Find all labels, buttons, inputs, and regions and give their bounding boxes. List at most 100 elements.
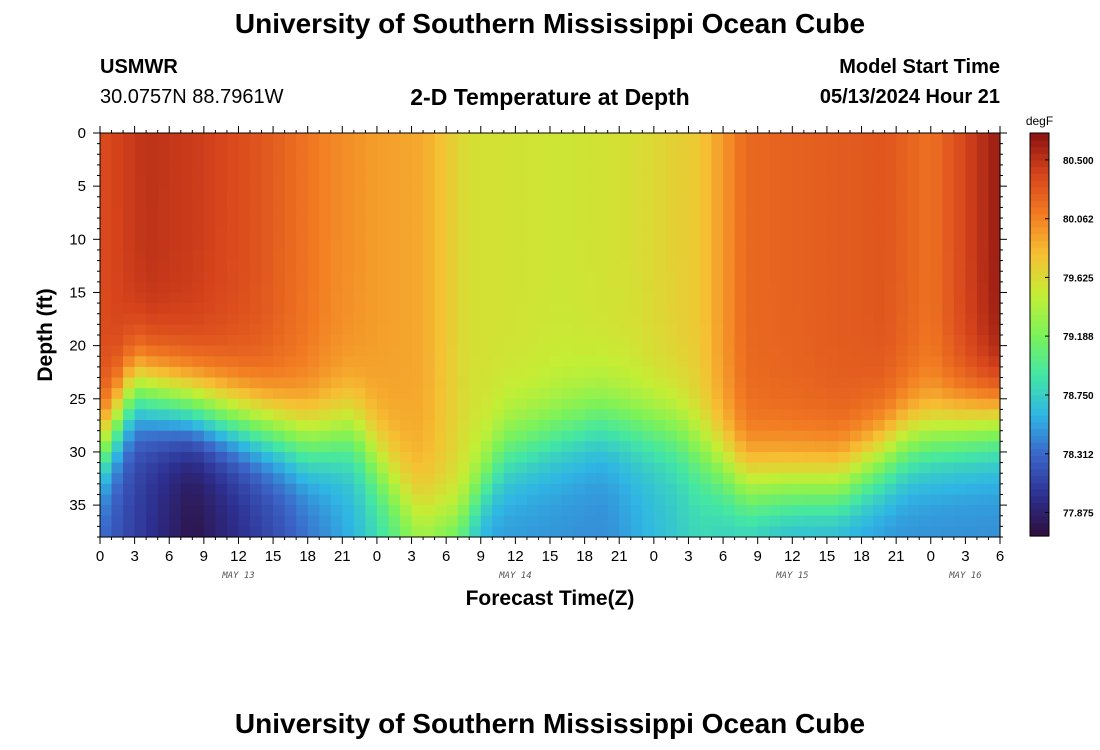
heatmap-cell [873, 271, 886, 283]
heatmap-cell [919, 313, 932, 325]
heatmap-cell [919, 430, 932, 442]
heatmap-cell [226, 335, 240, 347]
heatmap-cell [769, 133, 782, 145]
heatmap-cell [203, 324, 216, 336]
heatmap-cell [757, 430, 770, 442]
heatmap-cell [342, 505, 355, 517]
heatmap-cell [838, 483, 851, 496]
heatmap-cell [192, 196, 205, 209]
heatmap-cell [930, 228, 943, 240]
heatmap-cell [330, 143, 343, 155]
heatmap-cell [596, 260, 609, 272]
heatmap-cell [884, 494, 897, 506]
heatmap-cell [838, 451, 851, 464]
heatmap-cell [988, 175, 1001, 187]
heatmap-cell [400, 175, 413, 187]
colorbar-segment [1030, 482, 1049, 490]
heatmap-cell [607, 377, 620, 389]
heatmap-cell [561, 228, 574, 240]
heatmap-cell [307, 483, 320, 496]
heatmap-cell [319, 335, 332, 347]
heatmap-cell [146, 356, 159, 368]
x-tick-label: 21 [334, 548, 351, 565]
colorbar-segment [1030, 146, 1049, 154]
heatmap-cell [273, 505, 286, 517]
heatmap-cell [423, 494, 436, 506]
heatmap-cell [250, 186, 263, 198]
heatmap-cell [988, 218, 1001, 230]
heatmap-cell [250, 303, 263, 315]
heatmap-cell [780, 366, 793, 379]
heatmap-cell [503, 154, 516, 166]
heatmap-cell [330, 473, 343, 485]
heatmap-cell [411, 366, 424, 379]
colorbar-segment [1030, 206, 1049, 215]
heatmap-cell [757, 175, 770, 187]
heatmap-cell [169, 196, 182, 209]
heatmap-cell [619, 133, 632, 145]
heatmap-cell [226, 420, 240, 432]
heatmap-cell [907, 281, 920, 294]
heatmap-cell [353, 196, 366, 209]
heatmap-cell [192, 175, 205, 187]
heatmap-cell [226, 218, 240, 230]
heatmap-cell [203, 313, 216, 325]
heatmap-cell [976, 207, 990, 219]
heatmap-cell [953, 366, 966, 379]
heatmap-cell [238, 281, 251, 294]
heatmap-cell [815, 207, 828, 219]
heatmap-cell [526, 164, 540, 177]
heatmap-cell [665, 398, 678, 411]
heatmap-cell [815, 483, 828, 496]
colorbar-unit: degF [1026, 114, 1053, 128]
heatmap-cell [284, 377, 297, 389]
heatmap-cell [365, 409, 378, 421]
heatmap-cell [538, 175, 551, 187]
heatmap-cell [884, 505, 897, 517]
heatmap-cell [423, 249, 436, 262]
heatmap-cell [723, 175, 736, 187]
heatmap-cell [642, 377, 655, 389]
heatmap-cell [538, 207, 551, 219]
heatmap-cell [619, 218, 632, 230]
heatmap-cell [711, 451, 724, 464]
heatmap-cell [400, 164, 413, 177]
heatmap-cell [203, 377, 216, 389]
heatmap-cell [111, 292, 124, 304]
heatmap-cell [919, 292, 932, 304]
heatmap-cell [976, 366, 990, 379]
heatmap-cell [919, 303, 932, 315]
heatmap-cell [400, 324, 413, 336]
x-tick-label: 12 [507, 548, 524, 565]
heatmap-cell [884, 292, 897, 304]
heatmap-cell [376, 133, 390, 145]
heatmap-cell [273, 133, 286, 145]
heatmap-cell [388, 218, 401, 230]
heatmap-cell [607, 154, 620, 166]
heatmap-cell [526, 292, 540, 304]
heatmap-cell [423, 335, 436, 347]
heatmap-cell [884, 154, 897, 166]
heatmap-cell [457, 175, 470, 187]
heatmap-cell [250, 441, 263, 453]
heatmap-cell [988, 462, 1001, 474]
heatmap-cell [446, 196, 459, 209]
heatmap-cell [850, 154, 863, 166]
heatmap-cell [400, 377, 413, 389]
heatmap-cell [434, 388, 447, 400]
heatmap-cell [365, 483, 378, 496]
heatmap-cell [976, 430, 990, 442]
heatmap-cell [296, 388, 309, 400]
heatmap-cell [792, 239, 805, 251]
heatmap-cell [226, 324, 240, 336]
heatmap-cell [930, 154, 943, 166]
heatmap-cell [134, 143, 147, 155]
heatmap-cell [965, 526, 978, 538]
heatmap-cell [653, 164, 666, 177]
heatmap-cell [826, 313, 840, 325]
heatmap-cell [100, 356, 113, 368]
heatmap-cell [746, 292, 759, 304]
heatmap-cell [919, 239, 932, 251]
heatmap-cell [111, 260, 124, 272]
heatmap-cell [446, 451, 459, 464]
